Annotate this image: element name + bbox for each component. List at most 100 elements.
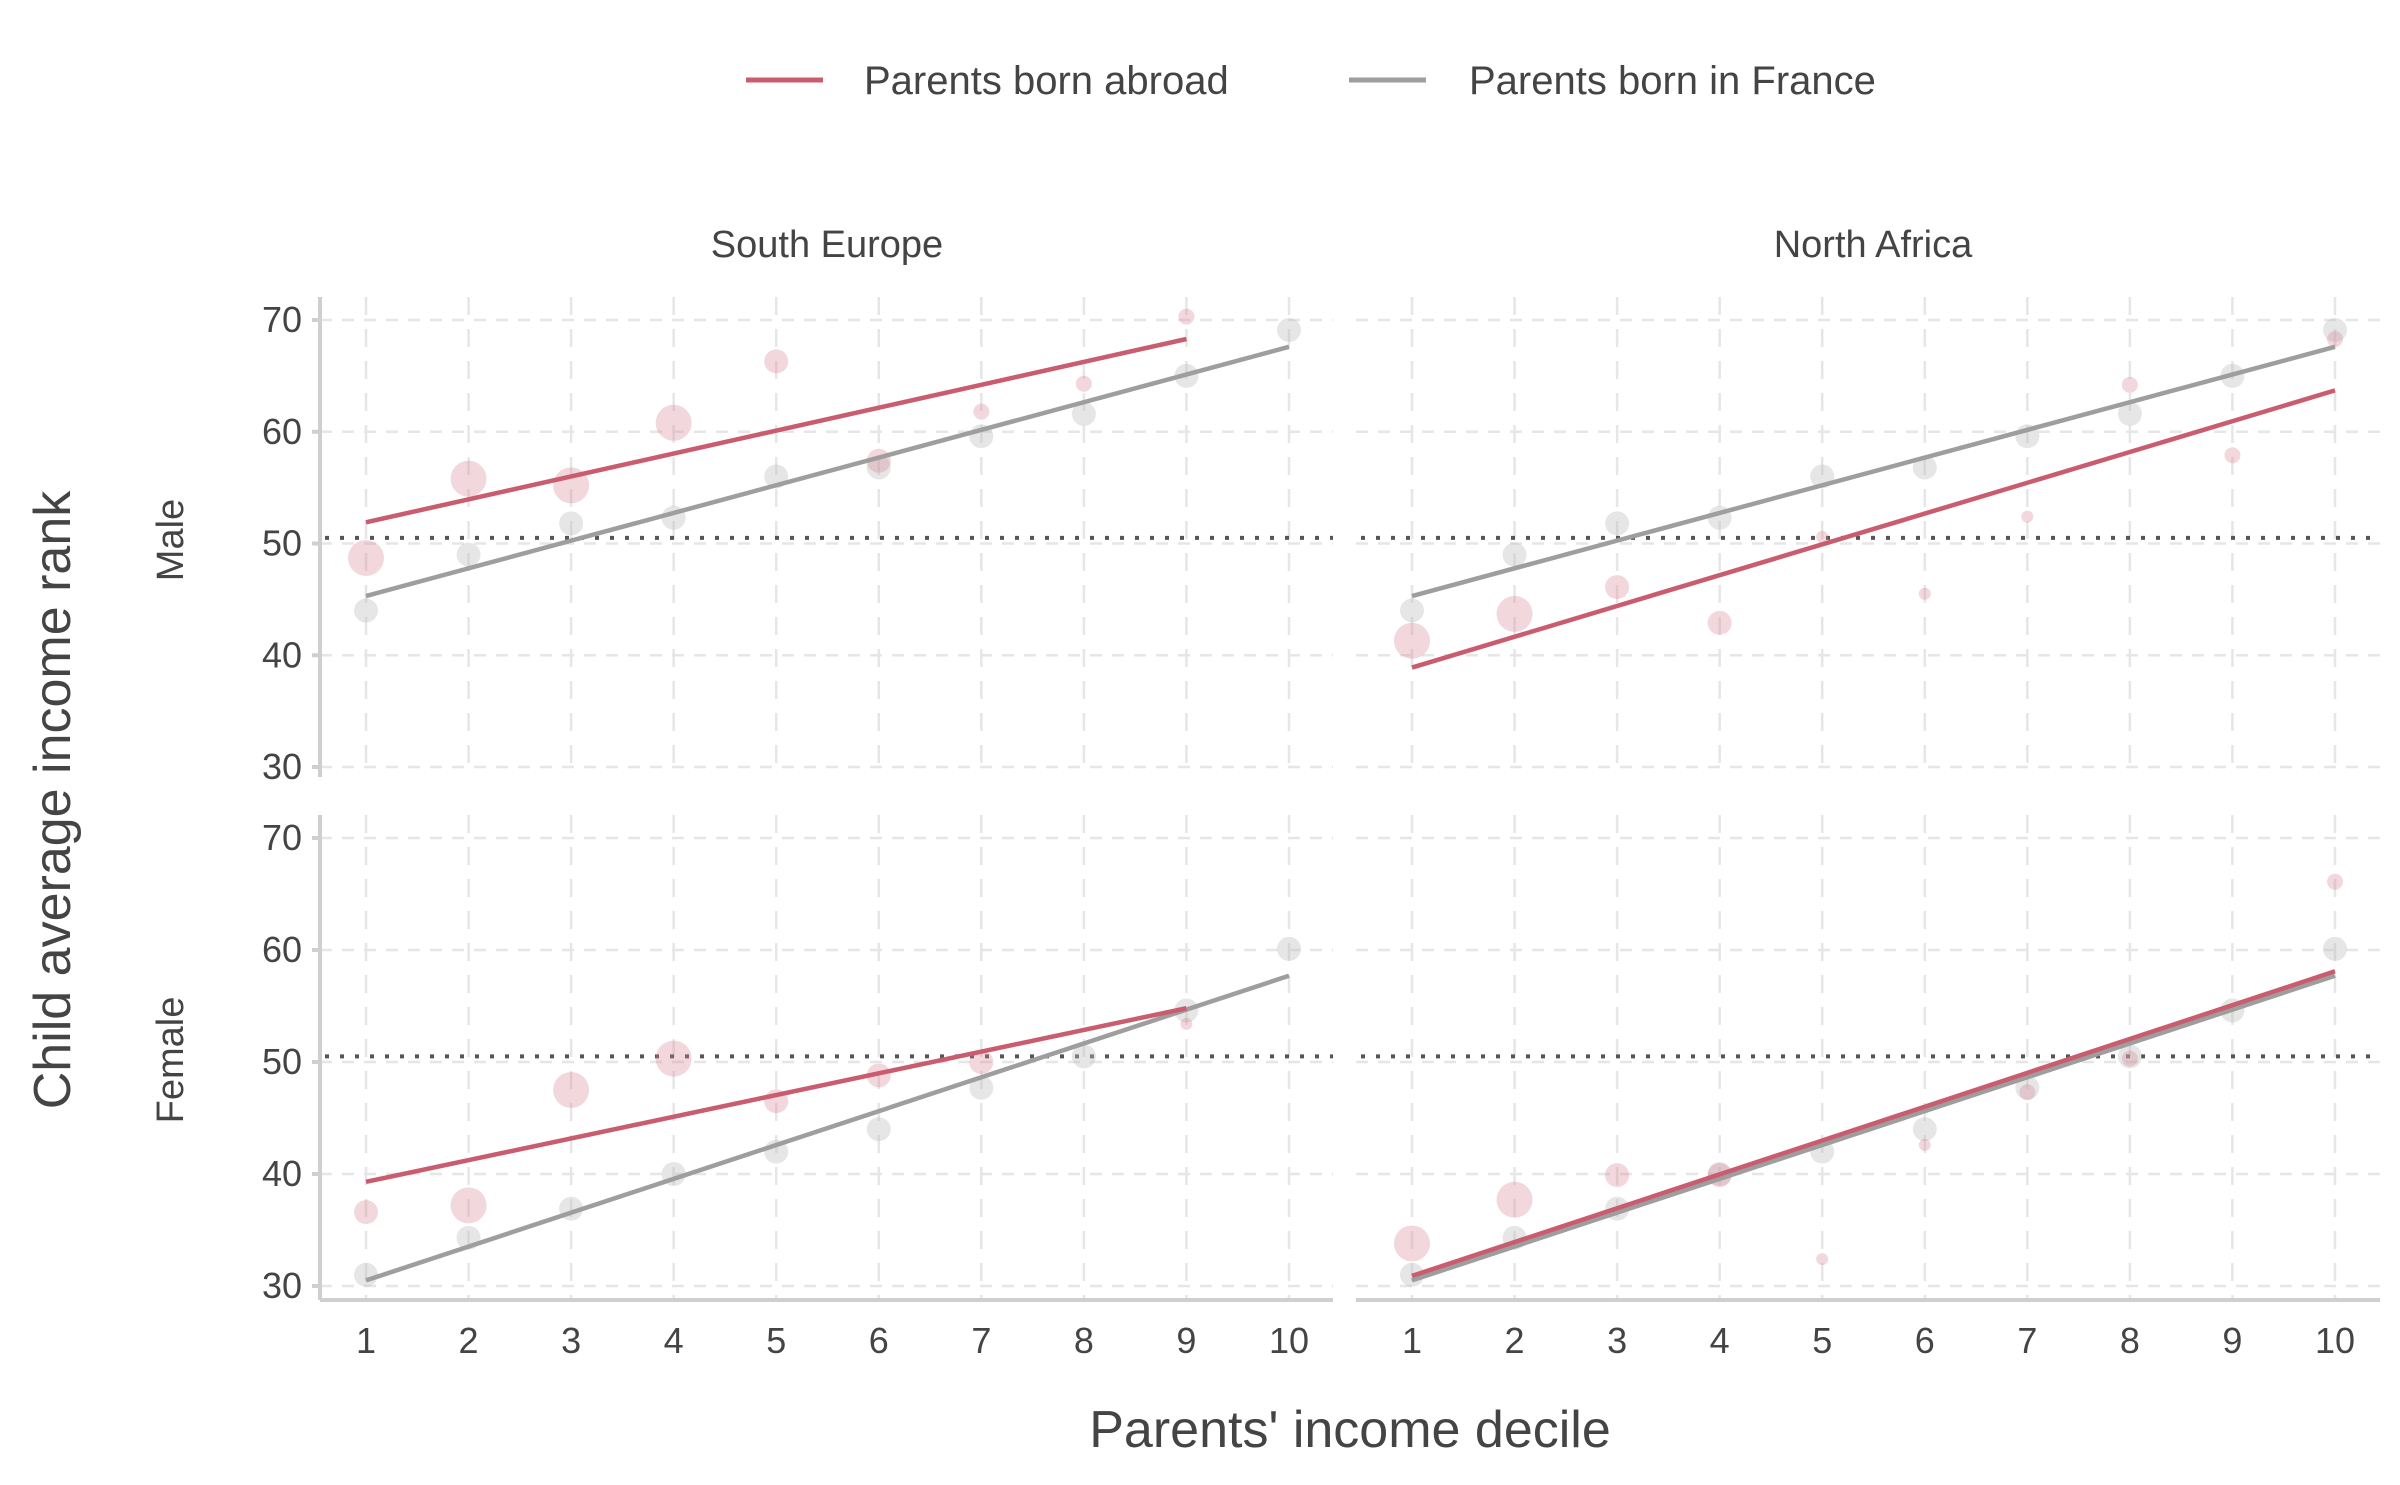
fit-line [365,344,1290,599]
data-point [969,1050,994,1074]
fit-line [365,336,1187,525]
data-point [1180,1017,1193,1030]
y-tick-label: 30 [262,1265,302,1306]
data-point [764,349,789,374]
y-tick-label: 60 [262,411,302,452]
fit-line [1411,969,2336,1279]
y-tick-label: 30 [262,746,302,787]
data-point [354,598,378,623]
fit-line [365,973,1290,1283]
legend-label-abroad: Parents born abroad [864,59,1229,103]
y-tick-label: 70 [262,817,302,858]
x-tick-label: 1 [1402,1320,1422,1361]
data-point [655,404,692,441]
x-tick-label: 3 [561,1320,581,1361]
data-point [1277,318,1301,343]
mark-layer [348,308,2347,1287]
data-point [866,1117,891,1142]
legend: Parents born abroad Parents born in Fran… [746,59,1876,103]
x-tick-label: 4 [664,1320,684,1361]
data-point [1502,542,1527,567]
strip-label-north-africa: North Africa [1774,224,1973,266]
y-tick-label: 50 [262,1041,302,1082]
data-point [2019,1084,2036,1101]
data-point [1816,1253,1829,1266]
data-point [1918,587,1931,600]
x-tick-label: 9 [2222,1320,2242,1361]
grid-layer [320,297,2380,1300]
x-tick-label: 8 [1074,1320,1094,1361]
data-point [2323,318,2347,343]
data-point [553,1072,590,1108]
data-point [2021,510,2034,523]
x-tick-label: 2 [459,1320,479,1361]
data-point [1496,1181,1533,1218]
data-point [973,403,990,420]
legend-label-france: Parents born in France [1469,59,1876,103]
data-point [1605,1163,1630,1188]
y-tick-label: 70 [262,299,302,340]
data-point [559,511,584,536]
data-point [1816,530,1829,543]
data-point [1178,308,1195,325]
x-tick-label: 10 [2315,1320,2355,1361]
x-tick-label: 10 [1269,1320,1309,1361]
x-tick-label: 5 [766,1320,786,1361]
data-point [1400,598,1424,623]
data-point [1707,610,1732,635]
x-tick-label: 4 [1710,1320,1730,1361]
y-tick-label: 60 [262,929,302,970]
data-point [450,460,487,497]
data-point [1075,375,1092,392]
data-point [1394,622,1430,659]
row-label-female: Female [150,997,192,1124]
fit-line [365,1006,1187,1185]
data-point [456,542,481,567]
data-point [1605,511,1630,536]
data-point [348,540,384,577]
data-point [2224,447,2241,464]
data-point [354,1262,378,1287]
x-tick-label: 7 [971,1320,991,1361]
x-tick-label: 3 [1607,1320,1627,1361]
data-point [2117,401,2142,426]
fit-line [1411,973,2336,1283]
data-point [2117,1044,2142,1069]
data-point [969,1075,994,1100]
x-tick-label: 6 [869,1320,889,1361]
data-point [2015,1075,2040,1100]
data-point [1496,595,1533,632]
data-point [1918,1138,1931,1151]
x-tick-label: 6 [1915,1320,1935,1361]
x-tick-label: 5 [1812,1320,1832,1361]
data-point [655,1040,692,1077]
fit-line [1411,344,2336,599]
data-point [1605,575,1630,600]
y-tick-label: 50 [262,523,302,564]
x-tick-label: 7 [2017,1320,2037,1361]
data-point [354,1200,378,1225]
data-point [2327,330,2343,347]
y-tick-label: 40 [262,634,302,675]
data-point [1912,1117,1937,1142]
x-tick-label: 1 [356,1320,376,1361]
data-point [450,1187,487,1224]
fit-line [1411,388,2336,670]
x-tick-label: 8 [2120,1320,2140,1361]
data-point [2327,873,2343,890]
data-point [2121,376,2138,393]
axis-layer: 30 40 50 60 70 30 40 50 60 70 1 2 3 4 5 6 7 8 9 10 1 2 3 4 5 6 7 8 9… [262,297,2380,1361]
y-tick-label: 40 [262,1153,302,1194]
data-point [2121,1050,2138,1067]
x-tick-label: 2 [1505,1320,1525,1361]
row-label-male: Male [150,499,192,581]
y-axis-title: Child average income rank [24,490,82,1110]
data-point [1277,936,1301,961]
strip-label-south-europe: South Europe [711,224,943,266]
data-point [1071,401,1096,426]
data-point [1394,1225,1430,1262]
x-axis-title: Parents' income decile [1089,1401,1611,1459]
x-tick-label: 9 [1176,1320,1196,1361]
data-point [2323,936,2347,961]
